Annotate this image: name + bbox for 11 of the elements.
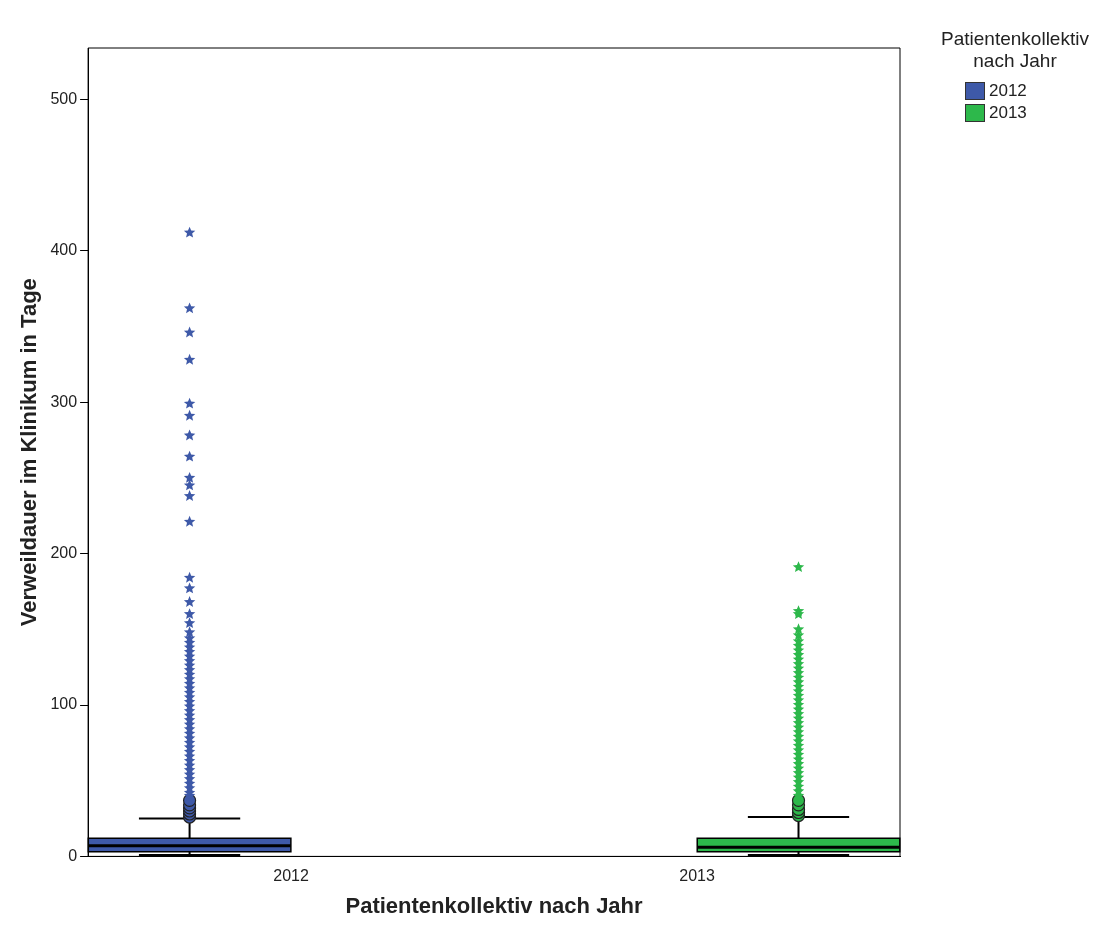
- legend-title: Patientenkollektiv nach Jahr: [940, 28, 1090, 72]
- y-tick-label: 100: [50, 695, 78, 713]
- y-tick-label: 300: [50, 392, 78, 410]
- y-tick-label: 400: [50, 241, 78, 259]
- y-tick-label: 500: [50, 89, 78, 107]
- y-axis-title: Verweildauer im Klinikum in Tage: [16, 278, 42, 627]
- y-tick-label: 200: [50, 544, 78, 562]
- legend-label: 2013: [989, 103, 1027, 123]
- x-axis-title: Patientenkollektiv nach Jahr: [345, 892, 644, 918]
- y-tick-label: 0: [68, 846, 78, 864]
- legend-label: 2012: [989, 81, 1027, 101]
